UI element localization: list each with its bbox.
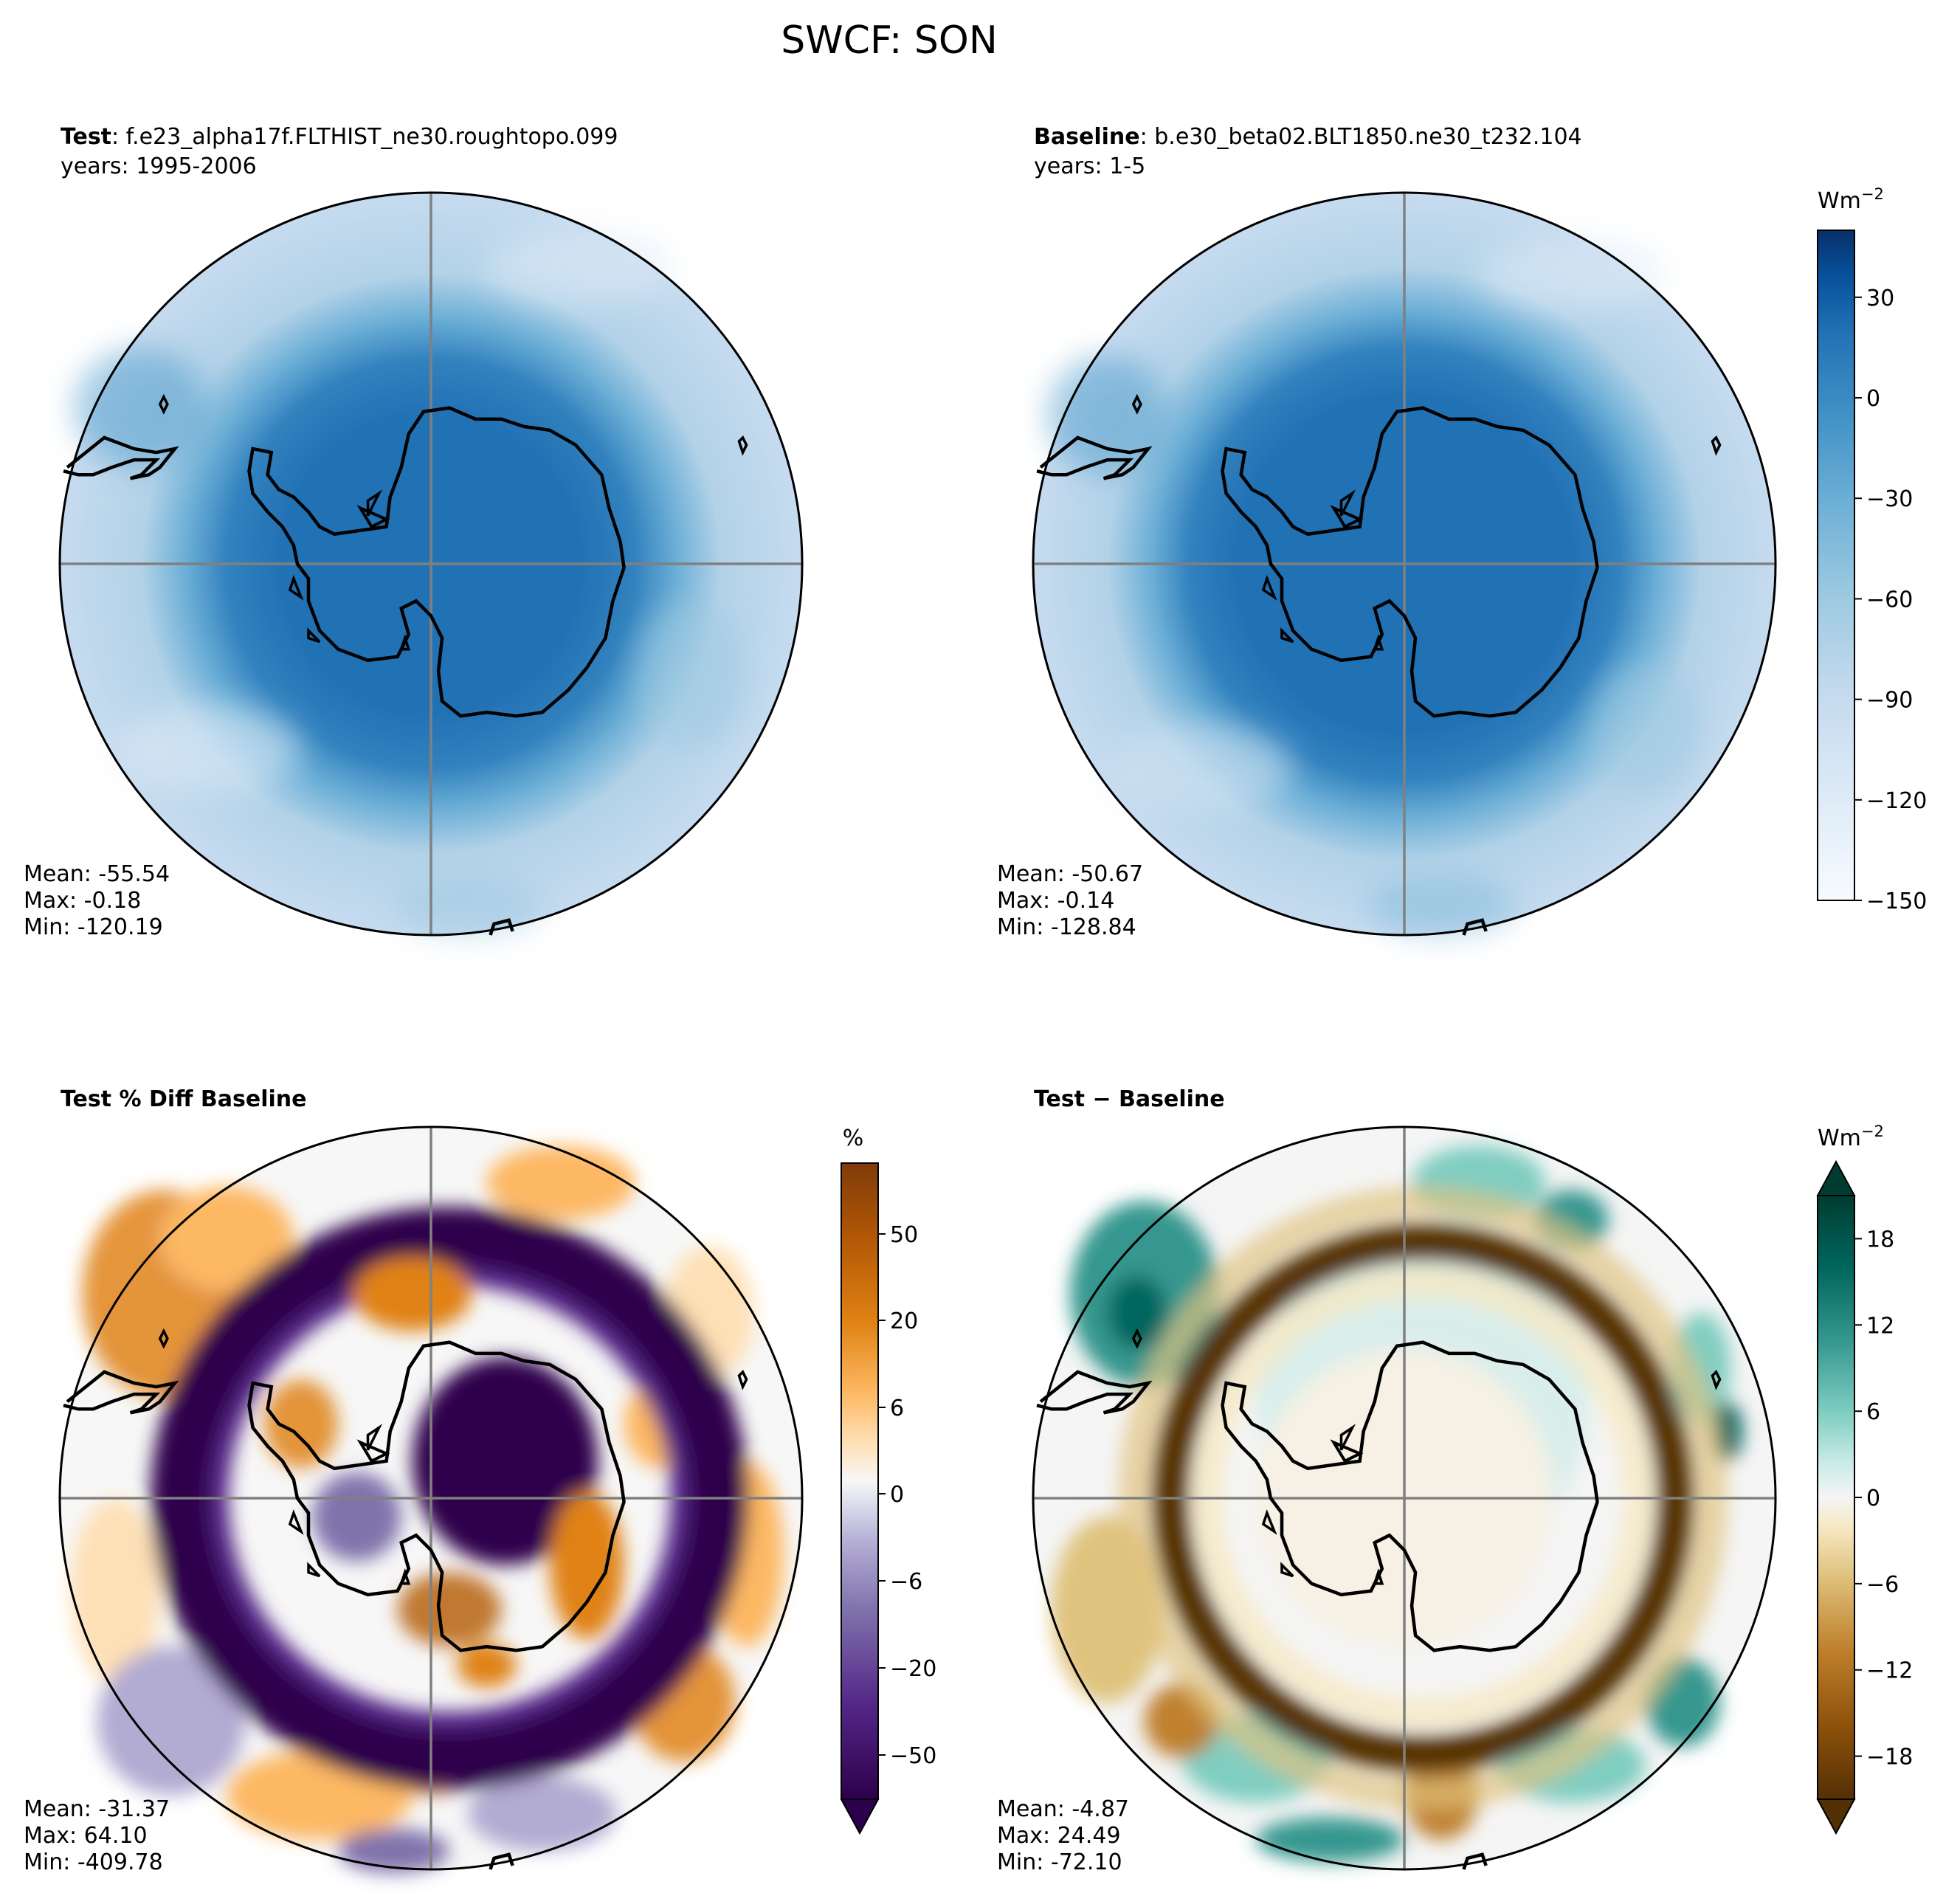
colorbar-top-tick-label: −150 (1866, 889, 1927, 914)
panel-baseline-mean: Mean: -50.67 (997, 861, 1143, 887)
panel-baseline-min: Min: -128.84 (997, 914, 1136, 940)
panel-pct-mean: Mean: -31.37 (24, 1796, 170, 1822)
colorbar-pct-tick-label: 6 (890, 1396, 904, 1421)
figure-title: SWCF: SON (781, 18, 998, 63)
colorbar-top-ticks: 30 0 −30 −60 −90 −120 −150 (1854, 286, 1927, 914)
colorbar-diff-units: Wm−2 (1818, 1123, 1884, 1151)
colorbar-diff-tick-label: 0 (1866, 1486, 1880, 1511)
panel-baseline-title: Baseline: b.e30_beta02.BLT1850.ne30_t232… (1034, 124, 1582, 150)
panel-pct-min: Min: -409.78 (24, 1849, 163, 1875)
colorbar-top-tick-label: −30 (1866, 486, 1913, 512)
colorbar-diff-tick-label: 6 (1866, 1399, 1880, 1425)
colorbar-top-units-exp: −2 (1861, 185, 1884, 203)
colorbar-diff-units-exp: −2 (1861, 1123, 1884, 1140)
panel-pct: Test % Diff Baseline (24, 1086, 936, 1875)
colorbar-pct-tick-label: −50 (890, 1743, 936, 1769)
colorbar-diff-units-base: Wm (1818, 1125, 1861, 1151)
panel-baseline-max: Max: -0.14 (997, 888, 1114, 914)
colorbar-top-tick-label: 30 (1866, 286, 1894, 311)
map-baseline (1032, 191, 1777, 935)
map-diff (1032, 1125, 1777, 1869)
map-pct (58, 1125, 804, 1874)
colorbar-pct-extend-min (840, 1799, 880, 1835)
colorbar-top-tick-label: 0 (1866, 386, 1880, 412)
colorbar-diff-extend-max (1816, 1159, 1856, 1196)
panel-pct-title: Test % Diff Baseline (61, 1086, 307, 1112)
panel-diff: Test − Baseline (997, 1086, 1913, 1875)
panel-pct-max: Max: 64.10 (24, 1823, 148, 1849)
panel-baseline-title-bold: Baseline (1034, 124, 1140, 150)
colorbar-diff-bar (1817, 1195, 1855, 1800)
colorbar-pct-ticks: 50 20 6 0 −6 −20 −50 (878, 1222, 936, 1769)
panel-diff-mean: Mean: -4.87 (997, 1796, 1129, 1822)
colorbar-top: Wm−2 30 0 −30 −60 −90 −120 −150 (1817, 185, 1927, 914)
panel-test-min: Min: -120.19 (24, 914, 163, 940)
colorbar-pct: % 50 20 6 0 −6 −20 −50 (840, 1125, 936, 1835)
colorbar-diff-tick-label: −18 (1866, 1745, 1913, 1770)
colorbar-top-tick-label: −90 (1866, 688, 1913, 714)
colorbar-top-units: Wm−2 (1818, 185, 1884, 214)
map-test (58, 191, 804, 935)
colorbar-diff-tick-label: −6 (1866, 1572, 1899, 1598)
panel-test-title-bold: Test (61, 124, 111, 150)
colorbar-diff-tick-label: 12 (1866, 1313, 1894, 1339)
colorbar-diff-tick-label: −12 (1866, 1658, 1913, 1684)
panel-test: Test: f.e23_alpha17f.FLTHIST_ne30.rought… (24, 124, 804, 940)
colorbar-pct-tick-label: −20 (890, 1656, 936, 1682)
panel-baseline-title-rest: : b.e30_beta02.BLT1850.ne30_t232.104 (1140, 124, 1582, 150)
colorbar-top-tick-label: −120 (1866, 788, 1927, 814)
colorbar-pct-tick-label: 50 (890, 1222, 918, 1248)
colorbar-diff-tick-label: 18 (1866, 1227, 1894, 1252)
colorbar-pct-tick-label: 20 (890, 1308, 918, 1334)
colorbar-top-units-base: Wm (1818, 188, 1861, 214)
panel-test-title: Test: f.e23_alpha17f.FLTHIST_ne30.rought… (61, 124, 618, 150)
panel-diff-max: Max: 24.49 (997, 1823, 1121, 1849)
colorbar-pct-units: % (843, 1125, 864, 1151)
panel-diff-title: Test − Baseline (1034, 1086, 1225, 1112)
panel-test-max: Max: -0.18 (24, 888, 141, 914)
panel-test-title-rest: : f.e23_alpha17f.FLTHIST_ne30.roughtopo.… (111, 124, 618, 150)
colorbar-diff-ticks: 18 12 6 0 −6 −12 −18 (1854, 1227, 1913, 1770)
panel-test-mean: Mean: -55.54 (24, 861, 170, 887)
colorbar-top-bar (1817, 230, 1855, 901)
panel-diff-min: Min: -72.10 (997, 1849, 1122, 1875)
panel-test-years: years: 1995-2006 (61, 154, 257, 179)
colorbar-diff-extend-min (1816, 1799, 1856, 1835)
colorbar-pct-tick-label: 0 (890, 1482, 904, 1508)
panel-baseline: Baseline: b.e30_beta02.BLT1850.ne30_t232… (997, 124, 1927, 940)
colorbar-pct-bar (841, 1162, 879, 1800)
colorbar-top-tick-label: −60 (1866, 587, 1913, 613)
colorbar-pct-tick-label: −6 (890, 1569, 922, 1595)
panel-baseline-years: years: 1-5 (1034, 154, 1145, 179)
colorbar-diff: Wm−2 18 12 6 0 −6 −12 −18 (1816, 1123, 1913, 1835)
